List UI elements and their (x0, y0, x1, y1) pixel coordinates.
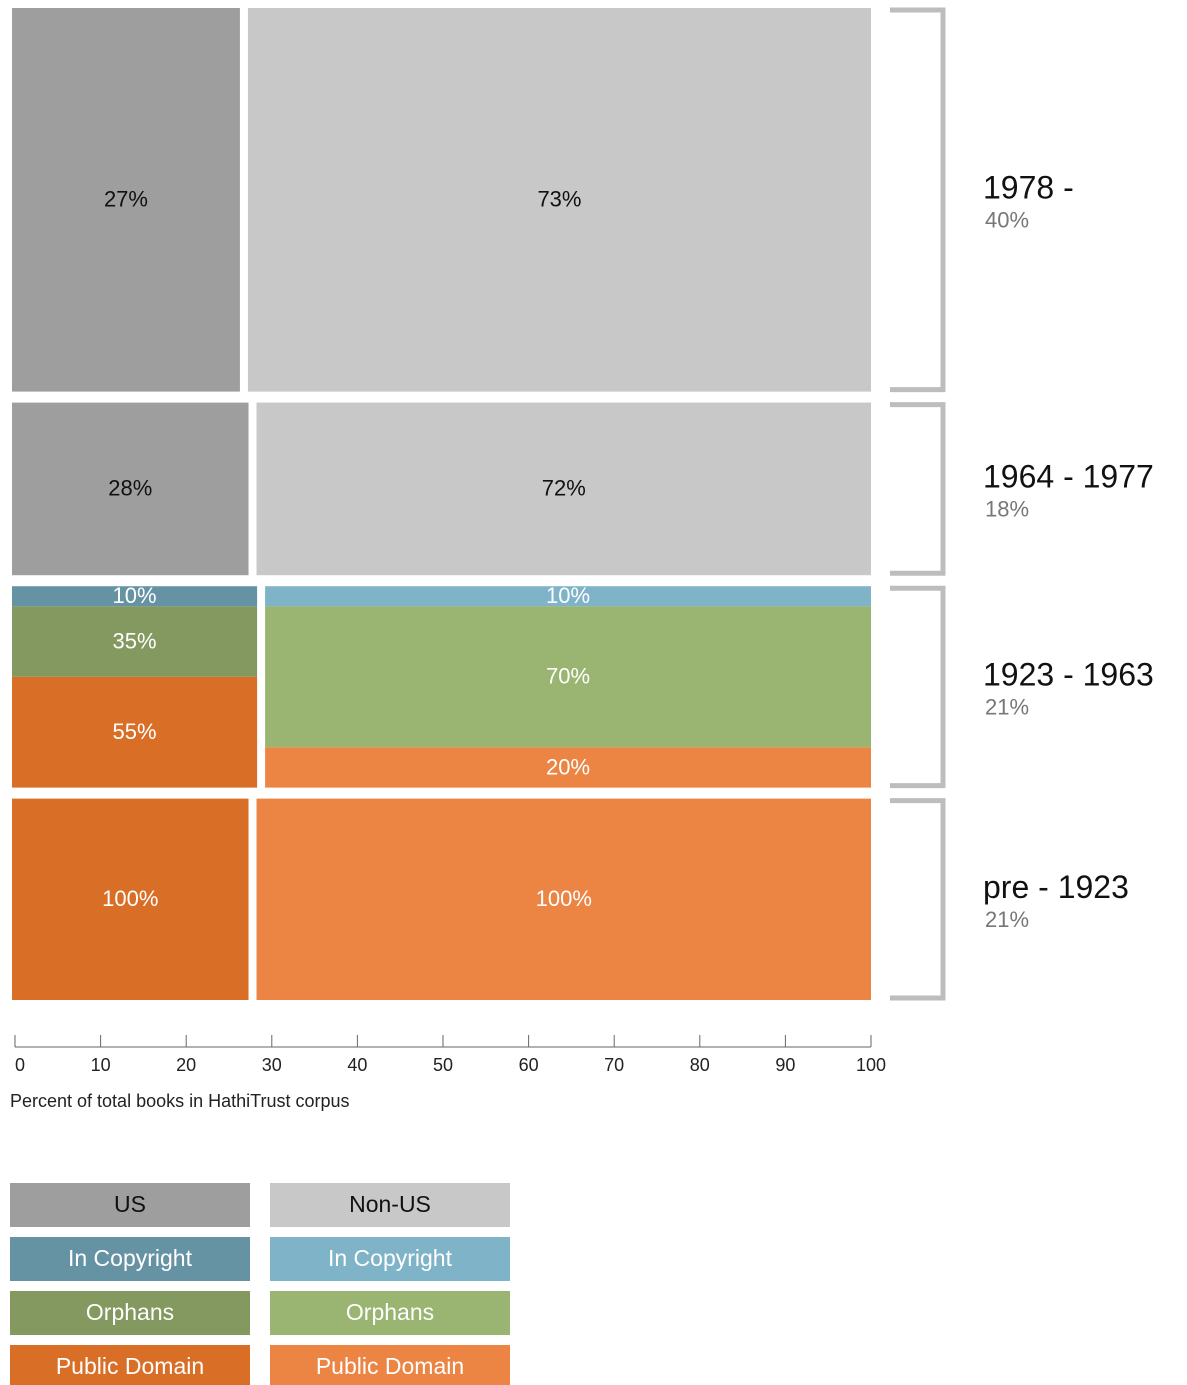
segment (265, 586, 871, 607)
column-label: 72% (542, 476, 586, 501)
column (12, 8, 240, 392)
legend-label: Orphans (346, 1299, 434, 1325)
column (12, 402, 249, 576)
legend-swatch (270, 1291, 510, 1335)
column (256, 402, 871, 576)
segment (265, 747, 871, 788)
legend-label: Non-US (349, 1191, 431, 1217)
segment-label: 20% (546, 754, 590, 779)
bracket (890, 585, 946, 789)
legend-swatch (270, 1237, 510, 1281)
x-tick-label: 70 (604, 1055, 624, 1075)
period-share: 40% (985, 208, 1029, 233)
legend-label: Public Domain (56, 1353, 204, 1379)
x-tick-label: 60 (519, 1055, 539, 1075)
segment (12, 586, 258, 607)
segment (265, 606, 871, 748)
x-tick-label: 0 (15, 1055, 25, 1075)
legend-swatch (10, 1291, 250, 1335)
x-tick-label: 40 (347, 1055, 367, 1075)
period-share: 18% (985, 497, 1029, 522)
segment (12, 606, 258, 677)
segment-label: 100% (102, 886, 158, 911)
legend-swatch (270, 1183, 510, 1227)
legend-swatch (270, 1345, 510, 1385)
x-tick-label: 10 (91, 1055, 111, 1075)
x-axis-label: Percent of total books in HathiTrust cor… (10, 1091, 350, 1111)
period-name: 1923 - 1963 (983, 656, 1154, 692)
segment (256, 798, 871, 1000)
legend-label: US (114, 1191, 146, 1217)
segment-label: 100% (536, 886, 592, 911)
segment-label: 35% (113, 628, 157, 653)
segment-label: 10% (113, 583, 157, 608)
column-label: 73% (537, 187, 581, 212)
segment-label: 70% (546, 664, 590, 689)
legend-swatch (10, 1237, 250, 1281)
legend-swatch (10, 1183, 250, 1227)
period-share: 21% (985, 695, 1029, 720)
bracket (890, 402, 946, 576)
legend-label: Orphans (86, 1299, 174, 1325)
legend-label: In Copyright (68, 1245, 193, 1271)
x-tick-label: 30 (262, 1055, 282, 1075)
legend-label: Public Domain (316, 1353, 464, 1379)
bracket (890, 798, 946, 1001)
segment-label: 55% (113, 719, 157, 744)
segment (12, 798, 249, 1000)
segment-label: 10% (546, 583, 590, 608)
column-label: 28% (108, 476, 152, 501)
legend-label: In Copyright (328, 1245, 453, 1271)
x-tick-label: 20 (176, 1055, 196, 1075)
x-tick-label: 50 (433, 1055, 453, 1075)
period-name: 1964 - 1977 (983, 458, 1154, 494)
segment (12, 676, 258, 788)
period-name: 1978 - (983, 169, 1074, 205)
period-share: 21% (985, 907, 1029, 932)
legend-swatch (10, 1345, 250, 1385)
period-name: pre - 1923 (983, 869, 1129, 905)
x-tick-label: 100 (856, 1055, 886, 1075)
bracket (890, 7, 946, 393)
x-tick-label: 80 (690, 1055, 710, 1075)
column (247, 8, 871, 392)
x-tick-label: 90 (775, 1055, 795, 1075)
column-label: 27% (104, 187, 148, 212)
